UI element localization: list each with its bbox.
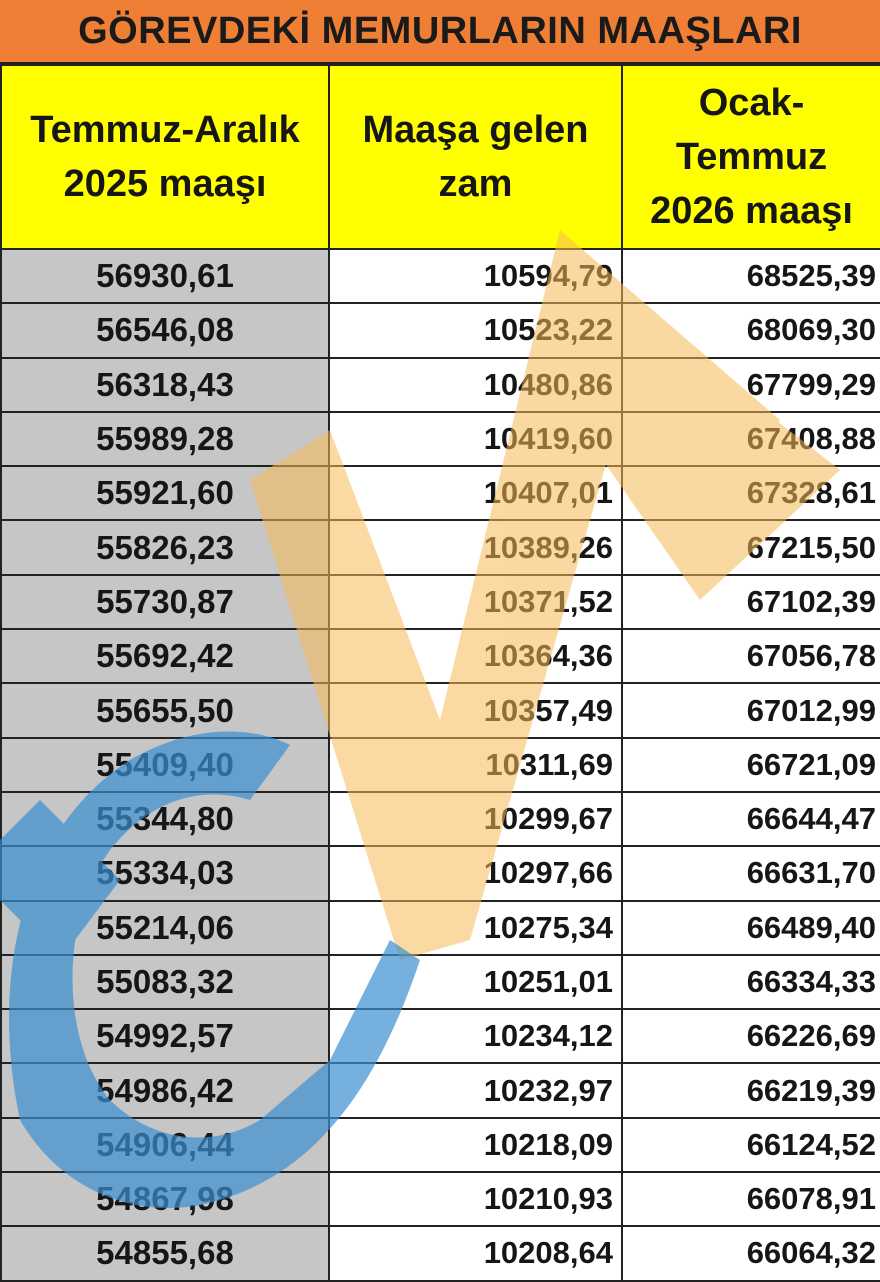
cell-2026-salary[interactable]: 67056,78 (621, 628, 880, 685)
cell-raise[interactable]: 10232,97 (328, 1062, 623, 1119)
cell-raise[interactable]: 10480,86 (328, 356, 623, 413)
cell-2026-salary[interactable]: 66489,40 (621, 899, 880, 956)
header-2026-salary[interactable]: Ocak- Temmuz 2026 maaşı (621, 64, 880, 250)
header-line: Ocak- (698, 82, 805, 124)
table-row: 54992,57 10234,12 66226,69 (0, 1008, 880, 1065)
cell-2025-salary[interactable]: 54992,57 (0, 1008, 330, 1065)
table-row: 55409,40 10311,69 66721,09 (0, 736, 880, 793)
cell-2025-salary[interactable]: 54986,42 (0, 1062, 330, 1119)
header-line: Temmuz-Aralık (30, 109, 300, 151)
cell-2025-salary[interactable]: 56930,61 (0, 247, 330, 305)
cell-raise[interactable]: 10299,67 (328, 790, 623, 848)
cell-2025-salary[interactable]: 55083,32 (0, 953, 330, 1011)
cell-raise[interactable]: 10364,36 (328, 628, 623, 685)
cell-raise[interactable]: 10371,52 (328, 573, 623, 631)
cell-2025-salary[interactable]: 56318,43 (0, 356, 330, 413)
sheet-title: GÖREVDEKİ MEMURLARIN MAAŞLARI (0, 0, 880, 64)
cell-2026-salary[interactable]: 66631,70 (621, 845, 880, 902)
cell-raise[interactable]: 10234,12 (328, 1008, 623, 1065)
cell-2026-salary[interactable]: 66226,69 (621, 1008, 880, 1065)
cell-raise[interactable]: 10311,69 (328, 736, 623, 793)
cell-2026-salary[interactable]: 66124,52 (621, 1116, 880, 1174)
cell-2026-salary[interactable]: 66078,91 (621, 1171, 880, 1228)
table-row: 54906,44 10218,09 66124,52 (0, 1116, 880, 1174)
cell-2026-salary[interactable]: 68069,30 (621, 302, 880, 359)
header-2025-salary[interactable]: Temmuz-Aralık 2025 maaşı (0, 64, 330, 250)
table-row: 55989,28 10419,60 67408,88 (0, 410, 880, 468)
cell-2025-salary[interactable]: 55214,06 (0, 899, 330, 956)
cell-2026-salary[interactable]: 66334,33 (621, 953, 880, 1011)
cell-2026-salary[interactable]: 66219,39 (621, 1062, 880, 1119)
header-row: Temmuz-Aralık 2025 maaşı Maaşa gelen zam… (0, 64, 880, 250)
cell-2025-salary[interactable]: 55692,42 (0, 628, 330, 685)
cell-raise[interactable]: 10218,09 (328, 1116, 623, 1174)
cell-raise[interactable]: 10275,34 (328, 899, 623, 956)
cell-2026-salary[interactable]: 66644,47 (621, 790, 880, 848)
table-row: 55083,32 10251,01 66334,33 (0, 953, 880, 1011)
cell-2025-salary[interactable]: 55826,23 (0, 519, 330, 576)
header-line: 2025 maaşı (63, 163, 267, 205)
cell-raise[interactable]: 10389,26 (328, 519, 623, 576)
table-row: 56546,08 10523,22 68069,30 (0, 302, 880, 359)
cell-2026-salary[interactable]: 66721,09 (621, 736, 880, 793)
table-row: 54855,68 10208,64 66064,32 (0, 1225, 880, 1282)
cell-raise[interactable]: 10357,49 (328, 682, 623, 739)
table-body: 56930,61 10594,79 68525,39 56546,08 10523,22… (0, 247, 880, 1282)
table-row: 54986,42 10232,97 66219,39 (0, 1062, 880, 1119)
cell-2025-salary[interactable]: 55409,40 (0, 736, 330, 793)
header-line: 2026 maaşı (650, 190, 853, 232)
cell-2025-salary[interactable]: 55344,80 (0, 790, 330, 848)
cell-2026-salary[interactable]: 66064,32 (621, 1225, 880, 1282)
cell-raise[interactable]: 10523,22 (328, 302, 623, 359)
cell-2025-salary[interactable]: 55989,28 (0, 410, 330, 468)
cell-2025-salary[interactable]: 54867,98 (0, 1171, 330, 1228)
table-row: 55826,23 10389,26 67215,50 (0, 519, 880, 576)
cell-2025-salary[interactable]: 55730,87 (0, 573, 330, 631)
cell-2026-salary[interactable]: 67328,61 (621, 465, 880, 522)
cell-2026-salary[interactable]: 67102,39 (621, 573, 880, 631)
cell-2026-salary[interactable]: 67215,50 (621, 519, 880, 576)
cell-raise[interactable]: 10407,01 (328, 465, 623, 522)
header-line: Maaşa gelen (362, 109, 589, 151)
header-line: Temmuz (675, 136, 828, 178)
table-row: 54867,98 10210,93 66078,91 (0, 1171, 880, 1228)
table-row: 56318,43 10480,86 67799,29 (0, 356, 880, 413)
table-row: 55344,80 10299,67 66644,47 (0, 790, 880, 848)
salary-table: Temmuz-Aralık 2025 maaşı Maaşa gelen zam… (0, 64, 880, 1282)
cell-2025-salary[interactable]: 55334,03 (0, 845, 330, 902)
table-row: 55214,06 10275,34 66489,40 (0, 899, 880, 956)
header-raise[interactable]: Maaşa gelen zam (328, 64, 623, 250)
cell-raise[interactable]: 10210,93 (328, 1171, 623, 1228)
cell-raise[interactable]: 10594,79 (328, 247, 623, 305)
table-row: 55692,42 10364,36 67056,78 (0, 628, 880, 685)
cell-2025-salary[interactable]: 55921,60 (0, 465, 330, 522)
cell-raise[interactable]: 10251,01 (328, 953, 623, 1011)
table-row: 55921,60 10407,01 67328,61 (0, 465, 880, 522)
table-row: 55655,50 10357,49 67012,99 (0, 682, 880, 739)
cell-2025-salary[interactable]: 54855,68 (0, 1225, 330, 1282)
cell-2026-salary[interactable]: 67408,88 (621, 410, 880, 468)
cell-2025-salary[interactable]: 56546,08 (0, 302, 330, 359)
table-row: 56930,61 10594,79 68525,39 (0, 247, 880, 305)
cell-raise[interactable]: 10297,66 (328, 845, 623, 902)
cell-2025-salary[interactable]: 55655,50 (0, 682, 330, 739)
cell-2025-salary[interactable]: 54906,44 (0, 1116, 330, 1174)
table-row: 55334,03 10297,66 66631,70 (0, 845, 880, 902)
cell-2026-salary[interactable]: 67012,99 (621, 682, 880, 739)
header-line: zam (438, 163, 513, 205)
cell-raise[interactable]: 10208,64 (328, 1225, 623, 1282)
table-row: 55730,87 10371,52 67102,39 (0, 573, 880, 631)
cell-2026-salary[interactable]: 67799,29 (621, 356, 880, 413)
cell-2026-salary[interactable]: 68525,39 (621, 247, 880, 305)
cell-raise[interactable]: 10419,60 (328, 410, 623, 468)
